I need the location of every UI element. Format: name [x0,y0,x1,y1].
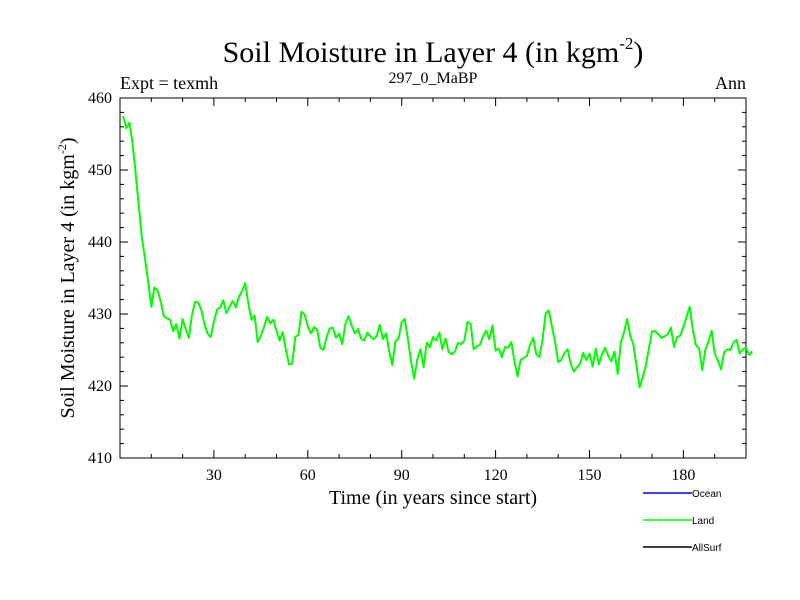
period-label: Ann [715,73,746,93]
chart-title: Soil Moisture in Layer 4 (in kgm-2) [223,34,644,69]
series-line-land [122,115,754,389]
chart-title-main: Soil Moisture in Layer 4 (in kgm [223,36,620,69]
y-tick-label: 430 [88,306,112,323]
y-tick-label: 410 [88,450,112,467]
chart-title-close: ) [633,36,643,69]
legend: Ocean Land AllSurf [643,489,722,554]
y-tick-label: 420 [88,378,112,395]
x-tick-label: 60 [300,467,316,484]
y-axis-label-main: Soil Moisture in Layer 4 (in kgm [57,154,79,419]
x-axis-label: Time (in years since start) [329,487,537,509]
y-tick-label: 460 [88,90,112,107]
x-tick-label: 120 [484,467,508,484]
legend-label-allsurf: AllSurf [692,543,722,554]
y-tick-label: 440 [88,234,112,251]
axis-ticks [120,98,746,458]
y-axis-label: Soil Moisture in Layer 4 (in kgm-2) [55,137,79,418]
x-tick-label: 150 [578,467,602,484]
y-tick-label: 450 [88,162,112,179]
axis-tick-labels: 30 60 90 120 150 180 410 420 430 440 450 460 [88,90,695,484]
experiment-label: Expt = texmh [120,73,218,93]
series-lines [122,115,754,389]
x-tick-label: 30 [206,467,222,484]
legend-label-ocean: Ocean [692,489,721,500]
y-axis-label-superscript: -2 [55,144,69,154]
x-tick-label: 90 [394,467,410,484]
y-axis-label-close: ) [57,137,79,144]
legend-label-land: Land [692,516,714,527]
x-tick-label: 180 [671,467,695,484]
plot-frame [119,97,747,459]
chart-title-superscript: -2 [619,34,633,53]
chart-subtitle: 297_0_MaBP [389,70,478,87]
